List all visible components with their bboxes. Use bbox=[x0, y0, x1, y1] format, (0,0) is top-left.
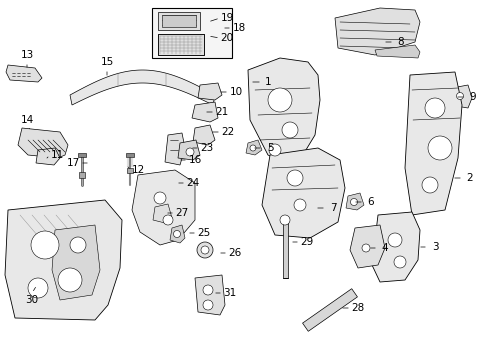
Polygon shape bbox=[79, 172, 85, 178]
Polygon shape bbox=[78, 153, 86, 157]
Text: 30: 30 bbox=[25, 295, 39, 305]
Polygon shape bbox=[153, 204, 172, 223]
Text: 18: 18 bbox=[232, 23, 245, 33]
Polygon shape bbox=[371, 212, 419, 282]
Circle shape bbox=[58, 268, 82, 292]
Text: 9: 9 bbox=[469, 92, 475, 102]
Polygon shape bbox=[262, 148, 345, 238]
Polygon shape bbox=[198, 83, 222, 100]
Text: 2: 2 bbox=[466, 173, 472, 183]
Polygon shape bbox=[132, 170, 195, 245]
Circle shape bbox=[350, 198, 357, 206]
Circle shape bbox=[31, 231, 59, 259]
Polygon shape bbox=[245, 140, 262, 155]
Text: 1: 1 bbox=[264, 77, 271, 87]
Polygon shape bbox=[152, 8, 231, 58]
Polygon shape bbox=[126, 153, 134, 157]
Polygon shape bbox=[18, 128, 68, 158]
Text: 15: 15 bbox=[100, 57, 113, 67]
Polygon shape bbox=[349, 225, 384, 268]
Circle shape bbox=[28, 278, 48, 298]
Circle shape bbox=[427, 136, 451, 160]
Circle shape bbox=[203, 300, 213, 310]
Circle shape bbox=[154, 192, 165, 204]
Circle shape bbox=[201, 246, 208, 254]
Polygon shape bbox=[52, 225, 100, 300]
Text: 17: 17 bbox=[66, 158, 80, 168]
Circle shape bbox=[203, 285, 213, 295]
Polygon shape bbox=[195, 275, 224, 315]
Polygon shape bbox=[449, 85, 471, 108]
Polygon shape bbox=[170, 225, 184, 243]
Circle shape bbox=[286, 170, 303, 186]
Polygon shape bbox=[283, 222, 287, 278]
Text: 29: 29 bbox=[300, 237, 313, 247]
Text: 11: 11 bbox=[50, 150, 63, 160]
Circle shape bbox=[249, 145, 256, 151]
Polygon shape bbox=[302, 289, 357, 331]
Text: 8: 8 bbox=[397, 37, 404, 47]
Polygon shape bbox=[346, 193, 363, 210]
Polygon shape bbox=[164, 133, 184, 165]
Text: 26: 26 bbox=[228, 248, 241, 258]
Polygon shape bbox=[178, 140, 200, 160]
Circle shape bbox=[293, 199, 305, 211]
Circle shape bbox=[456, 93, 463, 99]
Circle shape bbox=[393, 256, 405, 268]
Text: 3: 3 bbox=[431, 242, 437, 252]
Text: 20: 20 bbox=[220, 33, 233, 43]
Polygon shape bbox=[162, 15, 196, 27]
Text: 7: 7 bbox=[329, 203, 336, 213]
Circle shape bbox=[421, 177, 437, 193]
Circle shape bbox=[185, 148, 194, 156]
Text: 13: 13 bbox=[20, 50, 34, 60]
Text: 4: 4 bbox=[381, 243, 387, 253]
Text: 22: 22 bbox=[221, 127, 234, 137]
Text: 27: 27 bbox=[175, 208, 188, 218]
Text: 23: 23 bbox=[200, 143, 213, 153]
Circle shape bbox=[280, 215, 289, 225]
Circle shape bbox=[282, 122, 297, 138]
Polygon shape bbox=[374, 45, 419, 58]
Polygon shape bbox=[5, 200, 122, 320]
Polygon shape bbox=[158, 34, 203, 55]
Polygon shape bbox=[334, 8, 419, 55]
Text: 25: 25 bbox=[197, 228, 210, 238]
Polygon shape bbox=[192, 102, 218, 122]
Circle shape bbox=[268, 144, 281, 156]
Text: 16: 16 bbox=[188, 155, 201, 165]
Text: 6: 6 bbox=[367, 197, 373, 207]
Polygon shape bbox=[158, 12, 200, 30]
Circle shape bbox=[424, 98, 444, 118]
Polygon shape bbox=[36, 148, 60, 165]
Circle shape bbox=[361, 244, 369, 252]
Text: 31: 31 bbox=[223, 288, 236, 298]
Circle shape bbox=[197, 242, 213, 258]
Text: 24: 24 bbox=[186, 178, 199, 188]
Circle shape bbox=[163, 215, 173, 225]
Polygon shape bbox=[193, 125, 215, 145]
Text: 5: 5 bbox=[266, 143, 273, 153]
Text: 21: 21 bbox=[215, 107, 228, 117]
Text: 19: 19 bbox=[220, 13, 233, 23]
Circle shape bbox=[173, 230, 180, 238]
Circle shape bbox=[387, 233, 401, 247]
Polygon shape bbox=[6, 65, 42, 82]
Circle shape bbox=[267, 88, 291, 112]
Text: 10: 10 bbox=[229, 87, 242, 97]
Text: 12: 12 bbox=[131, 165, 144, 175]
Polygon shape bbox=[247, 58, 319, 168]
Text: 28: 28 bbox=[351, 303, 364, 313]
Polygon shape bbox=[404, 72, 461, 215]
Polygon shape bbox=[127, 168, 133, 173]
Text: 14: 14 bbox=[20, 115, 34, 125]
Circle shape bbox=[70, 237, 86, 253]
Polygon shape bbox=[70, 70, 215, 105]
